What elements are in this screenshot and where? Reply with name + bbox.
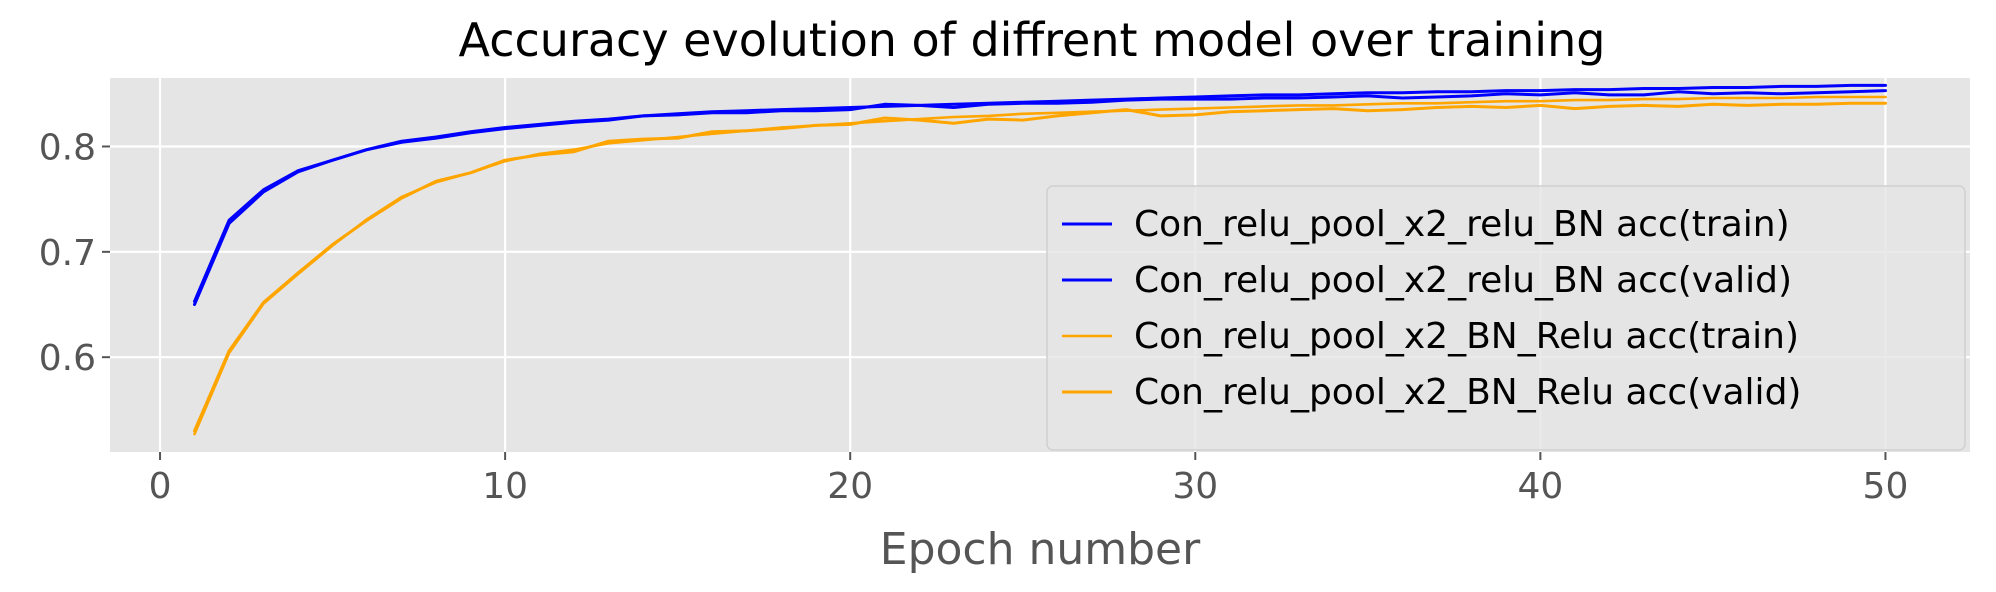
x-tick-label: 0 — [149, 466, 172, 507]
y-tick-label: 0.7 — [39, 233, 96, 274]
legend-label: Con_relu_pool_x2_BN_Relu acc(valid) — [1134, 372, 1801, 413]
series-lines — [193, 83, 1887, 436]
x-tick-label: 50 — [1863, 466, 1909, 507]
legend-label: Con_relu_pool_x2_relu_BN acc(train) — [1134, 204, 1790, 245]
x-tick-label: 30 — [1172, 466, 1218, 507]
series-line-2 — [193, 89, 1887, 306]
y-axis-ticks: 0.6 0.7 0.8 — [39, 127, 110, 379]
x-axis-label: Epoch number — [880, 524, 1201, 575]
series-line-4 — [193, 101, 1887, 433]
x-tick-label: 20 — [827, 466, 873, 507]
legend-items: Con_relu_pool_x2_relu_BN acc(train) Con_r… — [1062, 204, 1801, 413]
x-tick-label: 10 — [482, 466, 528, 507]
chart-title: Accuracy evolution of diffrent model ove… — [459, 13, 1606, 67]
x-tick-label: 40 — [1517, 466, 1563, 507]
x-axis-ticks: 0 10 20 30 40 50 — [149, 452, 1909, 507]
legend-box — [1046, 185, 1966, 451]
legend: Con_relu_pool_x2_relu_BN acc(train) Con_r… — [1046, 185, 1966, 451]
y-tick-label: 0.6 — [39, 338, 96, 379]
legend-label: Con_relu_pool_x2_BN_Relu acc(train) — [1134, 316, 1799, 357]
legend-label: Con_relu_pool_x2_relu_BN acc(valid) — [1134, 260, 1792, 301]
y-tick-label: 0.8 — [39, 127, 96, 168]
